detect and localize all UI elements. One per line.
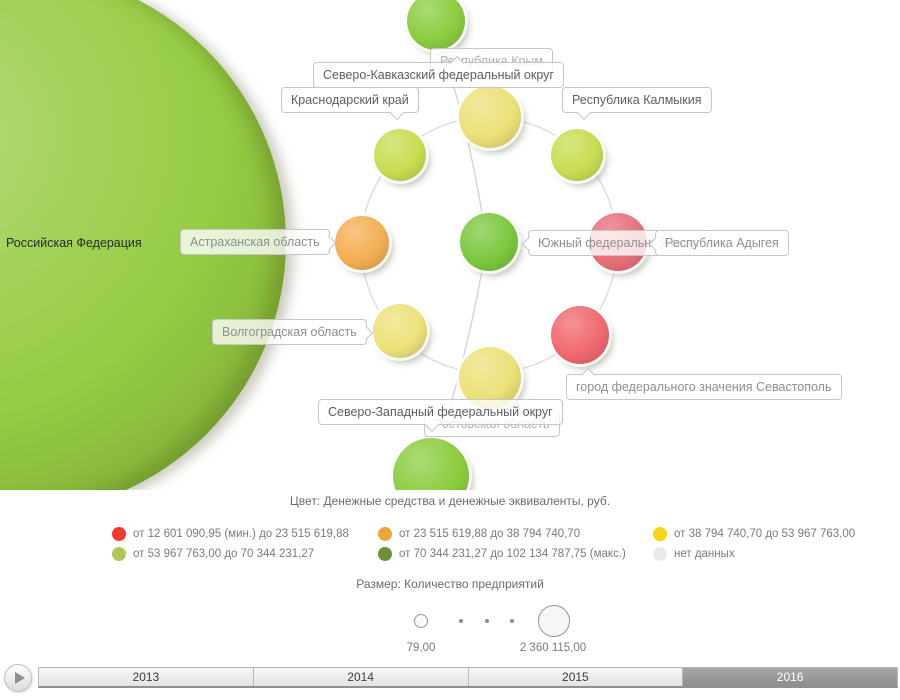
size-legend-dot	[510, 619, 514, 623]
size-legend-min-circle	[414, 614, 428, 628]
callout-respublika-adygeya[interactable]: Республика Адыгея	[648, 230, 789, 256]
play-icon	[14, 672, 25, 684]
color-legend-item: от 38 794 740,70 до 53 967 763,00	[653, 526, 855, 541]
color-legend-item: от 70 344 231,27 до 102 134 787,75 (макс…	[378, 546, 626, 561]
callout-sevastopol[interactable]: город федерального значения Севастополь	[566, 367, 842, 400]
bubble-sevastopol[interactable]	[551, 306, 609, 364]
color-legend-swatch	[653, 546, 667, 561]
color-legend-item: от 53 967 763,00 до 70 344 231,27	[112, 546, 314, 561]
callout-respublika-kalmykia[interactable]: Республика Калмыкия	[562, 87, 712, 120]
bubble-severo-kavkazskiy-fo[interactable]	[407, 0, 465, 50]
timeline-year-2013[interactable]: 2013	[39, 668, 253, 686]
color-legend-label: от 23 515 619,88 до 38 794 740,70	[399, 527, 581, 540]
bubble-respublika-kalmykia[interactable]	[551, 129, 603, 181]
timeline-years: 2013 2014 2015 2016	[38, 667, 898, 688]
callout-severo-zapadnyy-fo[interactable]: Северо-Западный федеральный округ	[318, 399, 563, 432]
color-legend-label: от 70 344 231,27 до 102 134 787,75 (макс…	[399, 547, 626, 560]
color-legend-label: нет данных	[674, 547, 735, 560]
timeline-year-2014[interactable]: 2014	[252, 668, 468, 686]
size-legend-min-value: 79,00	[406, 642, 436, 654]
label-rossiyskaya-federatsiya: Российская Федерация	[6, 236, 142, 250]
size-legend-dot	[485, 619, 489, 623]
size-legend-dot	[459, 619, 463, 623]
color-legend-title: Цвет: Денежные средства и денежные эквив…	[289, 494, 611, 508]
callout-krasnodarskiy-kray[interactable]: Краснодарский край	[281, 87, 419, 120]
callout-volgogradskaya-oblast[interactable]: Волгоградская область	[212, 319, 374, 345]
size-legend-max-circle	[538, 605, 570, 637]
size-legend-title: Размер: Количество предприятий	[356, 577, 544, 591]
callout-astrakhanskaya-oblast[interactable]: Астраханская область	[180, 229, 337, 255]
color-legend-swatch	[378, 546, 392, 561]
bubble-rostovskaya-oblast[interactable]	[459, 347, 521, 409]
color-legend-label: от 38 794 740,70 до 53 967 763,00	[674, 527, 856, 540]
timeline-year-2015[interactable]: 2015	[467, 668, 683, 686]
color-legend-label: от 12 601 090,95 (мин.) до 23 515 619,88	[133, 527, 349, 540]
bubble-respublika-krym[interactable]	[459, 86, 521, 148]
color-legend-swatch	[378, 526, 392, 541]
color-legend-item: нет данных	[653, 546, 735, 561]
bubble-krasnodarskiy-kray[interactable]	[374, 129, 426, 181]
bubble-volgogradskaya-oblast[interactable]	[373, 304, 427, 358]
color-legend-item: от 23 515 619,88 до 38 794 740,70	[378, 526, 580, 541]
timeline-year-2016[interactable]: 2016	[682, 668, 897, 686]
bubble-astrakhanskaya-oblast[interactable]	[335, 216, 389, 270]
bubble-yuzhnyy-fo[interactable]	[460, 213, 518, 271]
size-legend-max-value: 2 360 115,00	[519, 642, 587, 654]
color-legend-swatch	[112, 546, 126, 561]
callout-severo-kavkazskiy-fo[interactable]: Северо-Кавказский федеральный округ	[313, 55, 564, 88]
color-legend-swatch	[112, 526, 126, 541]
color-legend-swatch	[653, 526, 667, 541]
color-legend-label: от 53 967 763,00 до 70 344 231,27	[133, 547, 315, 560]
play-button[interactable]	[4, 664, 32, 692]
color-legend-item: от 12 601 090,95 (мин.) до 23 515 619,88	[112, 526, 349, 541]
chart-canvas: Российская Федерация Республика Крым Севе…	[0, 0, 842, 490]
